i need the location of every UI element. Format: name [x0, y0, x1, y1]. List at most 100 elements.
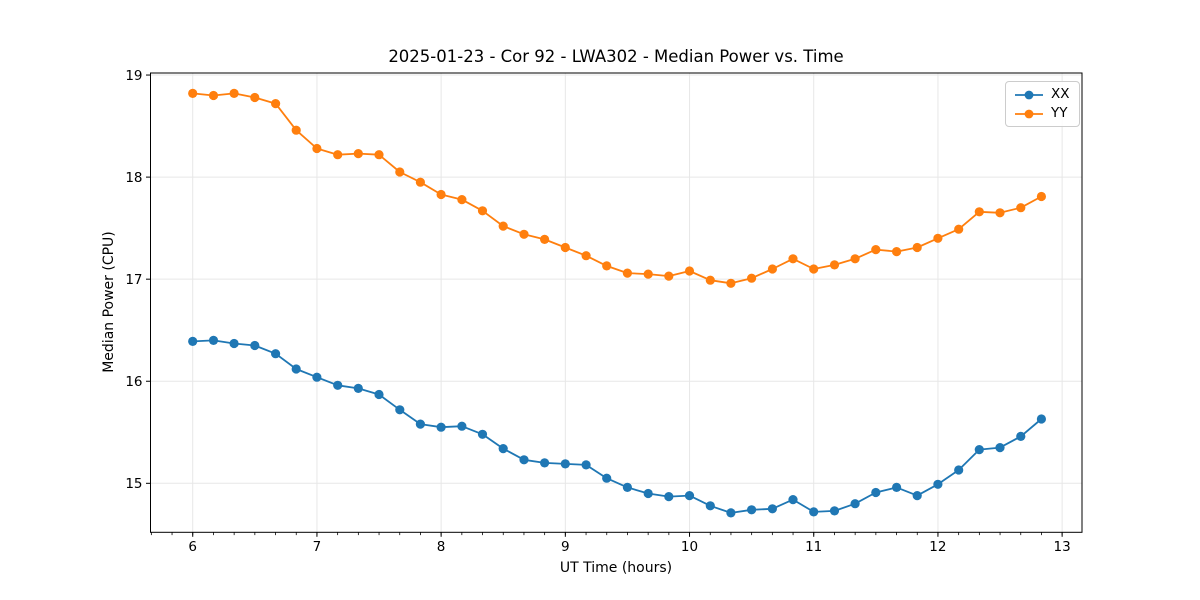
- data-point-xx: [705, 501, 715, 511]
- data-point-yy: [477, 206, 488, 216]
- data-point-xx: [271, 349, 281, 359]
- data-point-yy: [1036, 191, 1046, 202]
- data-point-xx: [767, 504, 778, 514]
- data-point-yy: [519, 229, 529, 239]
- data-point-xx: [540, 458, 550, 468]
- data-point-xx: [250, 340, 260, 351]
- legend-line-marker-sample: [1015, 90, 1043, 99]
- data-point-xx: [498, 444, 508, 454]
- data-point-yy: [705, 275, 715, 285]
- x-tick-label: 8: [437, 539, 446, 555]
- series-line-xx: [191, 339, 1043, 514]
- data-point-xx: [829, 506, 840, 516]
- data-point-yy: [664, 271, 674, 281]
- data-point-xx: [312, 372, 322, 382]
- tick-marks: [146, 74, 1063, 537]
- data-point-yy: [954, 224, 964, 234]
- data-point-xx: [788, 495, 798, 505]
- legend-label-yy: YY: [1051, 105, 1068, 121]
- data-point-yy: [892, 247, 902, 257]
- y-tick-label: 16: [125, 374, 142, 390]
- data-point-yy: [436, 189, 446, 200]
- data-point-yy: [250, 92, 260, 103]
- data-point-yy: [271, 99, 281, 109]
- legend-item-yy: YY: [1014, 105, 1070, 122]
- data-point-yy: [457, 195, 467, 205]
- data-point-yy: [747, 273, 757, 283]
- series-line-yy: [191, 92, 1043, 285]
- legend-label-xx: XX: [1051, 86, 1070, 102]
- data-point-yy: [602, 261, 612, 271]
- data-point-yy: [353, 149, 363, 159]
- data-point-xx: [395, 405, 405, 415]
- data-point-xx: [374, 389, 384, 400]
- data-point-yy: [933, 233, 943, 243]
- data-point-yy: [995, 208, 1005, 218]
- data-point-xx: [664, 492, 674, 502]
- data-point-yy: [188, 88, 198, 98]
- data-point-yy: [229, 88, 239, 98]
- data-point-yy: [788, 254, 798, 264]
- data-point-yy: [581, 251, 591, 261]
- data-point-yy: [684, 266, 695, 276]
- data-point-yy: [374, 150, 384, 160]
- data-point-xx: [1036, 414, 1046, 424]
- data-point-xx: [622, 482, 633, 492]
- data-point-xx: [974, 445, 984, 455]
- data-point-yy: [415, 177, 425, 187]
- x-tick-label: 13: [1054, 539, 1071, 555]
- data-point-yy: [208, 90, 219, 101]
- data-point-yy: [974, 207, 984, 217]
- series-yy: [188, 88, 1046, 288]
- x-tick-label: 9: [561, 539, 570, 555]
- chart-title: 2025-01-23 - Cor 92 - LWA302 - Median Po…: [388, 47, 844, 66]
- data-point-yy: [1016, 203, 1026, 213]
- x-tick-label: 7: [313, 539, 322, 555]
- data-point-yy: [912, 242, 922, 253]
- data-point-xx: [208, 335, 219, 345]
- data-point-yy: [333, 150, 343, 160]
- x-tick-label: 11: [805, 539, 822, 555]
- data-point-xx: [912, 491, 922, 501]
- data-point-yy: [829, 260, 840, 270]
- data-point-yy: [809, 264, 819, 274]
- data-point-xx: [602, 473, 612, 483]
- data-point-xx: [353, 383, 363, 393]
- data-point-xx: [519, 455, 529, 465]
- data-point-xx: [871, 487, 881, 498]
- data-point-xx: [809, 507, 819, 517]
- x-tick-label: 12: [929, 539, 946, 555]
- y-tick-label: 15: [125, 476, 142, 492]
- data-point-xx: [850, 499, 860, 509]
- data-point-xx: [726, 508, 736, 518]
- legend-item-xx: XX: [1014, 86, 1070, 103]
- data-point-yy: [560, 242, 570, 253]
- data-point-xx: [954, 465, 964, 475]
- data-point-yy: [767, 264, 778, 274]
- data-point-xx: [995, 443, 1005, 453]
- data-point-yy: [871, 245, 881, 255]
- data-point-xx: [457, 421, 467, 431]
- data-point-xx: [747, 505, 757, 515]
- data-point-xx: [333, 380, 343, 390]
- data-point-yy: [498, 221, 508, 231]
- data-point-xx: [581, 460, 591, 470]
- data-point-xx: [643, 488, 653, 499]
- data-point-yy: [540, 234, 550, 244]
- tick-labels: 6 7 8 9 10 11 12 13 15 16 17 18 19: [125, 68, 1070, 555]
- data-point-xx: [229, 338, 239, 349]
- y-tick-label: 19: [125, 68, 142, 84]
- data-point-xx: [933, 479, 943, 489]
- data-point-xx: [415, 419, 425, 429]
- data-point-yy: [850, 254, 860, 264]
- data-point-yy: [622, 268, 633, 278]
- x-axis-label: UT Time (hours): [559, 560, 673, 576]
- data-point-xx: [477, 429, 488, 439]
- data-point-xx: [684, 491, 695, 501]
- series-xx: [188, 335, 1046, 518]
- data-point-xx: [188, 336, 198, 346]
- legend-line-marker-sample: [1015, 109, 1043, 118]
- data-point-xx: [1016, 431, 1026, 441]
